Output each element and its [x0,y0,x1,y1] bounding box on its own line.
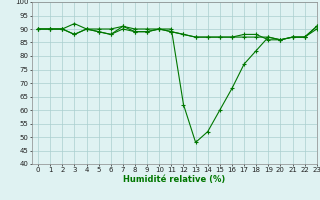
X-axis label: Humidité relative (%): Humidité relative (%) [123,175,226,184]
